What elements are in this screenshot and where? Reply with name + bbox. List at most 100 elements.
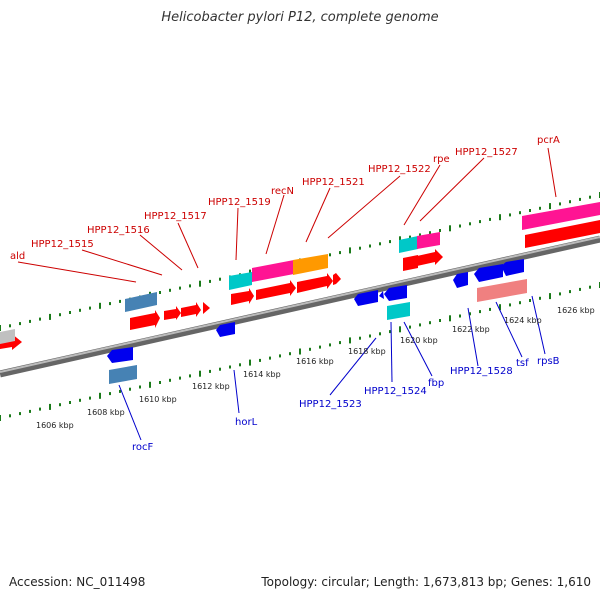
tick-mark — [19, 322, 21, 326]
tick-mark — [309, 347, 311, 351]
ruler-label-1618: 1618 kbp — [348, 347, 386, 356]
tick-mark — [339, 341, 341, 345]
tick-mark — [399, 236, 401, 243]
tick-mark — [449, 315, 451, 322]
tick-mark — [359, 336, 361, 340]
gene-label-hpp12-1516: HPP12_1516 — [87, 225, 150, 236]
tick-mark — [489, 307, 491, 311]
gene-label-hpp12-1527: HPP12_1527 — [455, 147, 518, 158]
gene-ald — [0, 334, 22, 350]
lower-leader-lines — [118, 295, 546, 441]
tick-mark — [279, 354, 281, 358]
gene-tsf-blue — [501, 259, 524, 276]
tick-mark — [419, 323, 421, 327]
tick-mark — [159, 291, 161, 294]
gene-rocf — [107, 347, 133, 363]
gene-steel-1 — [125, 292, 157, 312]
tick-mark — [109, 302, 111, 306]
tick-mark — [149, 381, 151, 388]
tick-mark — [189, 374, 191, 378]
tick-mark — [409, 325, 411, 329]
tick-mark — [479, 310, 481, 314]
tick-mark — [179, 376, 181, 380]
tick-mark — [589, 195, 591, 199]
tick-mark — [9, 414, 11, 418]
tick-mark — [389, 330, 391, 334]
tick-mark — [379, 242, 381, 246]
gene-hpp12-1523 — [354, 290, 378, 306]
tick-mark — [579, 197, 581, 201]
gene-hpp12-1517 — [181, 302, 201, 317]
tick-mark — [329, 253, 331, 257]
upper-strand-genes — [0, 202, 600, 350]
tick-mark — [129, 387, 131, 391]
gene-fbp — [387, 302, 410, 320]
tick-mark — [119, 299, 121, 303]
tick-mark — [569, 290, 571, 294]
tick-mark — [399, 326, 401, 333]
tick-mark — [169, 288, 171, 292]
tick-mark — [319, 345, 321, 349]
gene-label-tsf: tsf — [516, 358, 529, 369]
gene-label-hpp12-1517: HPP12_1517 — [144, 211, 207, 222]
tick-mark — [369, 334, 371, 338]
tick-mark — [489, 217, 491, 221]
tick-mark — [439, 229, 441, 232]
tick-mark — [99, 302, 101, 309]
tick-mark — [49, 313, 51, 320]
gene-horl — [216, 322, 235, 337]
gene-pcra — [525, 220, 600, 248]
upper-leader-lines — [17, 147, 557, 283]
tick-mark — [219, 367, 221, 371]
ruler-label-1608: 1608 kbp — [87, 408, 125, 417]
tick-mark — [409, 235, 411, 239]
tick-mark — [539, 296, 541, 300]
tick-mark — [0, 415, 1, 421]
tick-mark — [559, 292, 561, 296]
tick-mark — [349, 247, 351, 254]
tick-mark — [89, 306, 91, 310]
gene-label-ald: ald — [10, 251, 25, 262]
ruler-label-1624: 1624 kbp — [504, 316, 542, 325]
gene-hpp12-1524-a — [379, 291, 384, 299]
tick-mark — [169, 378, 171, 382]
tick-mark — [449, 225, 451, 232]
tick-mark — [549, 203, 551, 210]
tick-mark — [0, 325, 1, 331]
tick-mark — [69, 401, 71, 404]
tick-mark — [499, 304, 501, 311]
gene-label-hpp12-1519: HPP12_1519 — [208, 197, 271, 208]
gene-label-hpp12-1522: HPP12_1522 — [368, 164, 431, 175]
genome-summary-text: Topology: circular; Length: 1,673,813 bp… — [261, 575, 591, 589]
tick-mark — [229, 365, 231, 369]
tick-mark — [109, 392, 111, 396]
tick-mark — [299, 348, 301, 355]
gene-rpsb — [477, 279, 527, 302]
tick-mark — [469, 222, 471, 226]
tick-mark — [259, 358, 261, 362]
gene-block-grey — [0, 329, 15, 344]
tick-mark — [429, 321, 431, 325]
tick-mark — [39, 407, 41, 411]
tick-mark — [159, 381, 161, 384]
gene-label-horl: horL — [235, 417, 258, 428]
tick-mark — [519, 211, 521, 215]
tick-mark — [69, 311, 71, 314]
accession-text: Accession: NC_011498 — [9, 575, 146, 589]
tick-mark — [539, 206, 541, 210]
tick-mark — [119, 389, 121, 393]
tick-mark — [219, 277, 221, 281]
tick-mark — [529, 299, 531, 302]
tick-mark — [209, 369, 211, 373]
ruler-label-1626: 1626 kbp — [557, 306, 595, 315]
ruler-label-1620: 1620 kbp — [400, 336, 438, 345]
tick-mark — [509, 213, 511, 217]
lower-tick-lane — [0, 282, 600, 421]
gene-rpe — [417, 249, 443, 266]
ruler-label-1612: 1612 kbp — [192, 382, 230, 391]
ruler-label-1606: 1606 kbp — [36, 421, 74, 430]
tick-mark — [419, 233, 421, 237]
ruler-label-1610: 1610 kbp — [139, 395, 177, 404]
tick-mark — [559, 202, 561, 206]
